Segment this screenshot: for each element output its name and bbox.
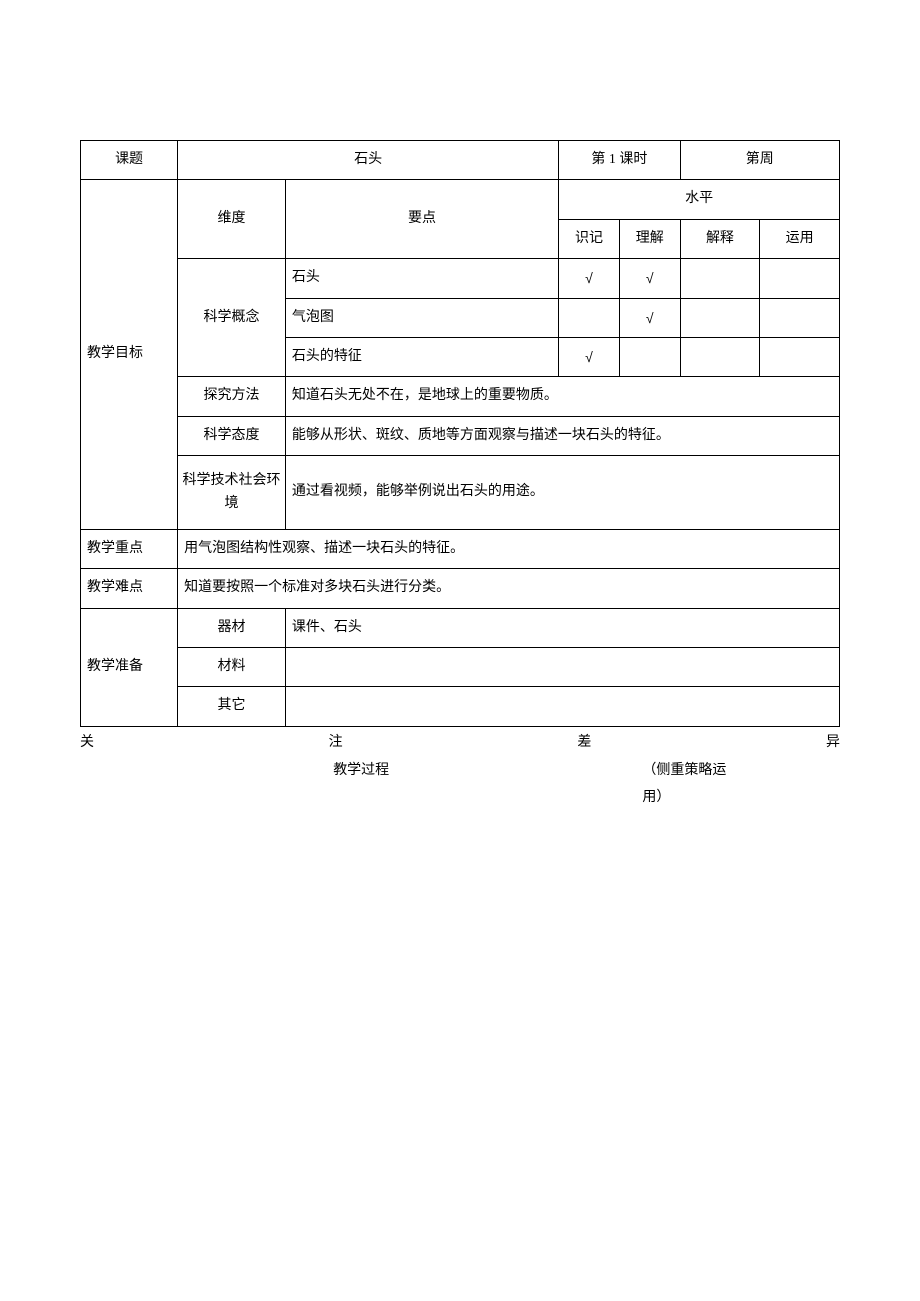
attitude-row: 科学态度 能够从形状、斑纹、质地等方面观察与描述一块石头的特征。 [81, 416, 840, 455]
spread-c2: 注 [329, 731, 343, 755]
use-spacer [80, 786, 642, 810]
difficulty-text: 知道要按照一个标准对多块石头进行分类。 [178, 569, 840, 608]
concept-understand-2: √ [619, 298, 680, 337]
process-row: 教学过程 （侧重策略运 [80, 757, 840, 785]
other-row: 其它 [81, 687, 840, 726]
concept-apply-3 [760, 337, 840, 376]
keypoint-label: 教学重点 [81, 529, 178, 568]
material-label: 材料 [178, 648, 286, 687]
concept-point-3: 石头的特征 [285, 337, 558, 376]
concept-recognize-1: √ [559, 259, 620, 298]
concept-recognize-3: √ [559, 337, 620, 376]
difficulty-row: 教学难点 知道要按照一个标准对多块石头进行分类。 [81, 569, 840, 608]
use-row: 用） [80, 784, 840, 812]
week: 第周 [680, 141, 839, 180]
dimension-label: 维度 [178, 180, 286, 259]
topic-value: 石头 [178, 141, 559, 180]
attitude-text: 能够从形状、斑纹、质地等方面观察与描述一块石头的特征。 [285, 416, 839, 455]
spread-c4: 异 [826, 731, 840, 755]
equipment-text: 课件、石头 [285, 608, 839, 647]
preparation-label: 教学准备 [81, 608, 178, 726]
keypoint-text: 用气泡图结构性观察、描述一块石头的特征。 [178, 529, 840, 568]
footer-section: 关 注 差 异 教学过程 （侧重策略运 用） [80, 729, 840, 812]
spread-text-row: 关 注 差 异 [80, 729, 840, 757]
level-explain: 解释 [680, 219, 760, 258]
strategy-label: （侧重策略运 [642, 759, 840, 783]
level-understand: 理解 [619, 219, 680, 258]
dimension-header-row: 教学目标 维度 要点 水平 [81, 180, 840, 219]
other-text [285, 687, 839, 726]
concept-apply-2 [760, 298, 840, 337]
keypoint-row: 教学重点 用气泡图结构性观察、描述一块石头的特征。 [81, 529, 840, 568]
concept-label: 科学概念 [178, 259, 286, 377]
attitude-label: 科学态度 [178, 416, 286, 455]
concept-explain-3 [680, 337, 760, 376]
material-row: 材料 [81, 648, 840, 687]
sts-label: 科学技术社会环境 [178, 456, 286, 530]
concept-point-1: 石头 [285, 259, 558, 298]
objectives-label: 教学目标 [81, 180, 178, 530]
level-recognize: 识记 [559, 219, 620, 258]
level-label: 水平 [559, 180, 840, 219]
inquiry-row: 探究方法 知道石头无处不在，是地球上的重要物质。 [81, 377, 840, 416]
process-label: 教学过程 [80, 759, 642, 783]
point-label: 要点 [285, 180, 558, 259]
concept-recognize-2 [559, 298, 620, 337]
difficulty-label: 教学难点 [81, 569, 178, 608]
inquiry-text: 知道石头无处不在，是地球上的重要物质。 [285, 377, 839, 416]
spread-c1: 关 [80, 731, 94, 755]
concept-row-1: 科学概念 石头 √ √ [81, 259, 840, 298]
spread-c3: 差 [577, 731, 591, 755]
use-text: 用） [642, 786, 840, 810]
sts-row: 科学技术社会环境 通过看视频，能够举例说出石头的用途。 [81, 456, 840, 530]
concept-point-2: 气泡图 [285, 298, 558, 337]
lesson-plan-table: 课题 石头 第 1 课时 第周 教学目标 维度 要点 水平 识记 理解 解释 运… [80, 140, 840, 727]
equipment-label: 器材 [178, 608, 286, 647]
concept-apply-1 [760, 259, 840, 298]
sts-text: 通过看视频，能够举例说出石头的用途。 [285, 456, 839, 530]
level-apply: 运用 [760, 219, 840, 258]
topic-label: 课题 [81, 141, 178, 180]
period: 第 1 课时 [559, 141, 680, 180]
concept-explain-1 [680, 259, 760, 298]
inquiry-label: 探究方法 [178, 377, 286, 416]
concept-explain-2 [680, 298, 760, 337]
material-text [285, 648, 839, 687]
other-label: 其它 [178, 687, 286, 726]
concept-understand-1: √ [619, 259, 680, 298]
equipment-row: 教学准备 器材 课件、石头 [81, 608, 840, 647]
concept-understand-3 [619, 337, 680, 376]
header-row: 课题 石头 第 1 课时 第周 [81, 141, 840, 180]
